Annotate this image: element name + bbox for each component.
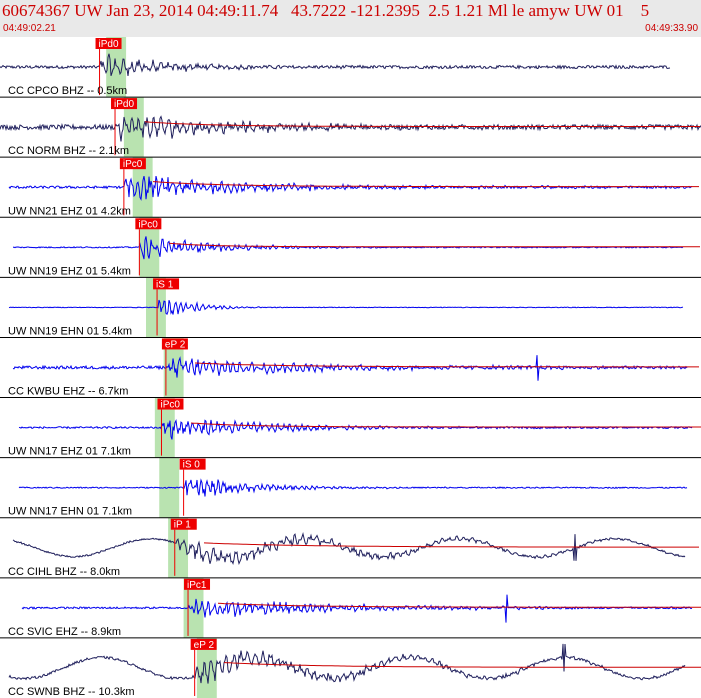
station-label: CC CPCO BHZ -- 0.5km xyxy=(8,85,127,97)
seismic-trace xyxy=(18,478,688,497)
pick-label: iPc0 xyxy=(160,400,180,411)
pick-marker xyxy=(190,638,217,650)
header-bar: 60674367 UW Jan 23, 2014 04:49:11.74 43.… xyxy=(0,0,701,37)
station-label: UW NN17 EHZ 01 7.1km xyxy=(8,446,131,458)
pick-marker xyxy=(179,458,206,470)
pick-label: iS 0 xyxy=(183,460,201,471)
pick-label: iPc1 xyxy=(187,580,207,591)
pick-label: iPd0 xyxy=(114,99,134,110)
pick-marker xyxy=(119,158,146,170)
analysis-window-band xyxy=(183,577,204,638)
seismic-trace xyxy=(21,594,693,623)
coda-curve xyxy=(217,602,701,608)
pick-label: eP 2 xyxy=(194,640,215,651)
pick-label: iPc0 xyxy=(123,159,143,170)
analysis-window-band xyxy=(168,517,189,578)
coda-curve xyxy=(190,422,701,428)
coda-curve xyxy=(203,542,699,548)
seismic-trace xyxy=(0,115,701,142)
pick-marker xyxy=(135,218,162,230)
analysis-window-band xyxy=(196,637,217,698)
station-label: CC KWBU EHZ -- 6.7km xyxy=(8,386,128,398)
seismic-trace xyxy=(12,355,688,381)
coda-curve xyxy=(223,662,701,668)
station-label: UW NN19 EHZ 01 5.4km xyxy=(8,265,131,277)
event-title: 60674367 UW Jan 23, 2014 04:49:11.74 43.… xyxy=(2,1,650,20)
pick-marker xyxy=(111,98,138,110)
station-label: CC CIHL BHZ -- 8.0km xyxy=(8,566,120,578)
coda-curve xyxy=(152,181,699,188)
analysis-window-band xyxy=(139,217,160,278)
analysis-window-band xyxy=(163,337,184,398)
pick-marker xyxy=(170,518,197,530)
coda-curve xyxy=(194,362,699,368)
seismogram-plot: iPd0 CC CPCO BHZ -- 0.5km iPd0 CC NORM BHZ … xyxy=(0,37,701,698)
station-label: UW NN17 EHN 01 7.1km xyxy=(8,506,132,518)
pick-marker xyxy=(157,398,184,410)
pick-label: iS 1 xyxy=(156,279,174,290)
pick-marker xyxy=(184,578,211,590)
pick-marker xyxy=(95,38,122,49)
coda-curve xyxy=(144,121,700,127)
seismic-trace xyxy=(12,532,686,566)
seismic-trace xyxy=(8,175,693,201)
station-label: UW NN21 EHZ 01 4.2km xyxy=(8,205,131,217)
analysis-window-band xyxy=(106,37,127,98)
seismic-trace xyxy=(8,643,686,684)
pick-marker xyxy=(153,278,180,290)
pick-label: eP 2 xyxy=(165,339,186,350)
end-time-label: 04:49:33.90 xyxy=(645,23,698,34)
station-label: CC NORM BHZ -- 2.1km xyxy=(8,145,129,157)
coda-curve xyxy=(168,242,700,248)
pick-marker xyxy=(161,338,188,350)
seismic-trace xyxy=(18,419,693,440)
pick-label: iPd0 xyxy=(99,39,119,50)
seismic-trace xyxy=(12,236,684,260)
seismic-trace xyxy=(0,53,671,76)
station-label: CC SVIC EHZ -- 8.9km xyxy=(8,626,121,638)
station-label: CC SWNB BHZ -- 10.3km xyxy=(8,686,135,698)
pick-label: iP 1 xyxy=(174,520,191,531)
pick-label: iPc0 xyxy=(138,219,158,230)
seismic-trace xyxy=(8,299,684,316)
station-label: UW NN19 EHN 01 5.4km xyxy=(8,325,132,337)
start-time-label: 04:49:02.21 xyxy=(3,23,56,34)
